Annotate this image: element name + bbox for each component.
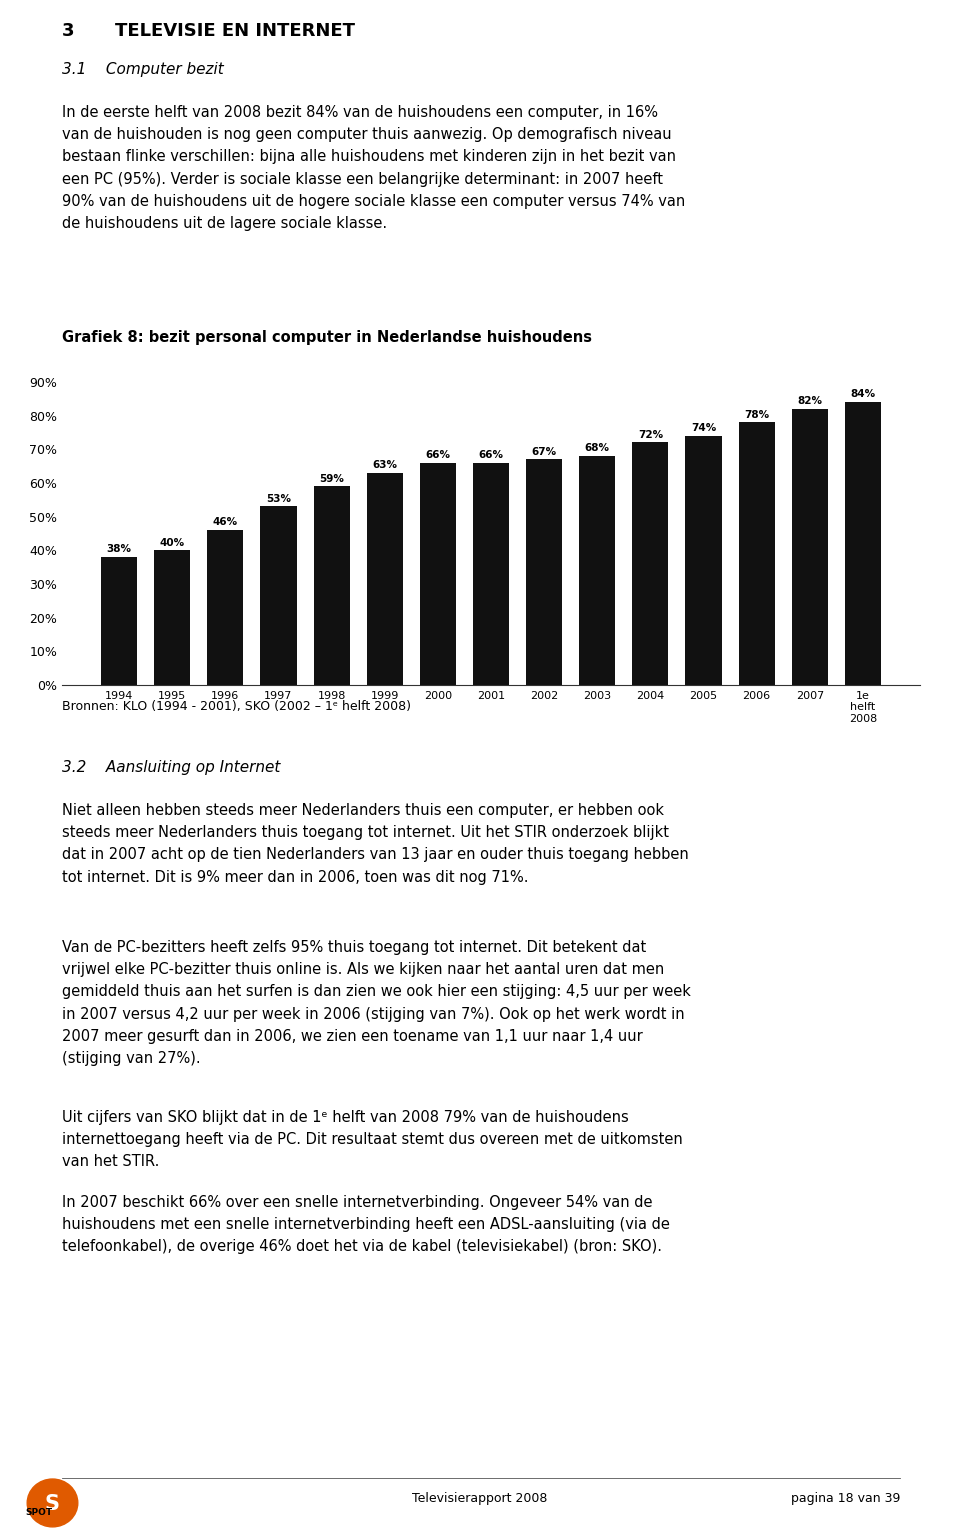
Text: 63%: 63% — [372, 460, 397, 469]
Text: 59%: 59% — [319, 474, 344, 483]
Bar — [473, 463, 509, 685]
Bar — [526, 459, 563, 685]
Text: Bronnen: KLO (1994 - 2001), SKO (2002 – 1ᵉ helft 2008): Bronnen: KLO (1994 - 2001), SKO (2002 – … — [62, 700, 411, 713]
Text: 40%: 40% — [159, 537, 184, 548]
Text: In de eerste helft van 2008 bezit 84% van de huishoudens een computer, in 16%
va: In de eerste helft van 2008 bezit 84% va… — [62, 105, 685, 231]
Text: 66%: 66% — [425, 449, 450, 460]
Bar — [792, 409, 828, 685]
Text: Niet alleen hebben steeds meer Nederlanders thuis een computer, er hebben ook
st: Niet alleen hebben steeds meer Nederland… — [62, 803, 688, 885]
Bar — [579, 456, 615, 685]
Text: 3.2    Aansluiting op Internet: 3.2 Aansluiting op Internet — [62, 760, 280, 776]
Text: 38%: 38% — [107, 545, 132, 554]
Text: 74%: 74% — [691, 423, 716, 432]
Bar — [207, 529, 244, 685]
Text: 46%: 46% — [213, 517, 238, 528]
Text: Televisierapport 2008: Televisierapport 2008 — [412, 1491, 548, 1505]
Text: S: S — [45, 1494, 60, 1514]
Bar — [367, 472, 403, 685]
Text: 67%: 67% — [532, 446, 557, 457]
Bar — [260, 506, 297, 685]
Text: Grafiek 8: bezit personal computer in Nederlandse huishoudens: Grafiek 8: bezit personal computer in Ne… — [62, 329, 592, 345]
Text: pagina 18 van 39: pagina 18 van 39 — [791, 1491, 900, 1505]
Text: 78%: 78% — [744, 409, 769, 420]
Bar — [314, 486, 349, 685]
Text: 72%: 72% — [637, 429, 663, 440]
Text: Van de PC-bezitters heeft zelfs 95% thuis toegang tot internet. Dit betekent dat: Van de PC-bezitters heeft zelfs 95% thui… — [62, 940, 691, 1067]
Bar — [420, 463, 456, 685]
Circle shape — [27, 1479, 78, 1527]
Text: 84%: 84% — [851, 389, 876, 399]
Text: 3: 3 — [62, 22, 75, 40]
Text: 66%: 66% — [478, 449, 503, 460]
Text: 53%: 53% — [266, 494, 291, 503]
Text: SPOT: SPOT — [25, 1508, 52, 1517]
Text: Uit cijfers van SKO blijkt dat in de 1ᵉ helft van 2008 79% van de huishoudens
in: Uit cijfers van SKO blijkt dat in de 1ᵉ … — [62, 1110, 683, 1170]
Bar — [155, 551, 190, 685]
Bar — [633, 443, 668, 685]
Bar — [101, 557, 137, 685]
Bar — [685, 436, 722, 685]
Text: In 2007 beschikt 66% over een snelle internetverbinding. Ongeveer 54% van de
hui: In 2007 beschikt 66% over een snelle int… — [62, 1194, 670, 1254]
Text: 82%: 82% — [798, 396, 823, 406]
Text: TELEVISIE EN INTERNET: TELEVISIE EN INTERNET — [115, 22, 355, 40]
Text: 68%: 68% — [585, 443, 610, 454]
Text: 3.1    Computer bezit: 3.1 Computer bezit — [62, 62, 224, 77]
Bar — [845, 402, 881, 685]
Bar — [738, 422, 775, 685]
